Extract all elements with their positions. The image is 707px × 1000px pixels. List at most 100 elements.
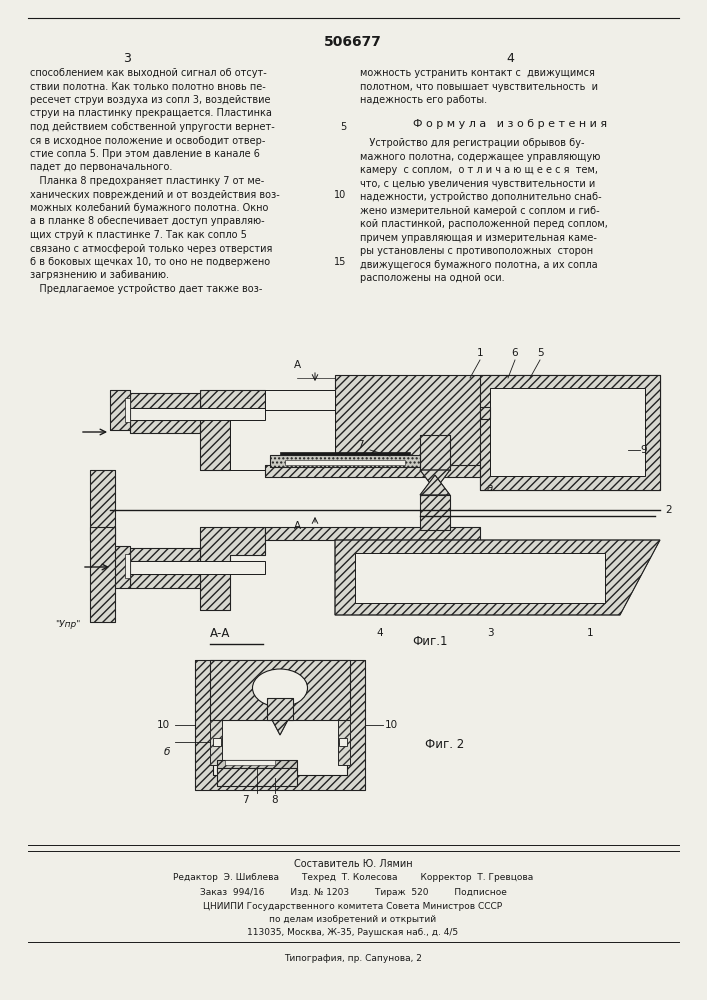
Bar [420,435,450,470]
Text: что, с целью увеличения чувствительности и: что, с целью увеличения чувствительности… [360,179,595,189]
Bar [480,407,490,419]
Text: стие сопла 5. При этом давление в канале 6: стие сопла 5. При этом давление в канале… [30,149,260,159]
Bar [210,660,350,720]
Text: 7: 7 [242,795,248,805]
Polygon shape [335,375,660,490]
Bar [338,715,350,765]
Text: 4: 4 [506,52,514,65]
Bar [230,410,335,470]
Text: А-А: А-А [210,627,230,640]
Bar [490,388,645,476]
Text: a: a [487,483,493,493]
Bar [280,452,410,455]
Text: камеру  с соплом,  о т л и ч а ю щ е е с я  тем,: камеру с соплом, о т л и ч а ю щ е е с я… [360,165,598,175]
Text: кой пластинкой, расположенной перед соплом,: кой пластинкой, расположенной перед сопл… [360,219,608,229]
Bar [355,553,605,603]
Text: б: б [163,747,170,757]
Polygon shape [200,390,265,470]
Bar [338,715,350,765]
Text: 2: 2 [665,505,672,515]
Text: A: A [293,360,300,370]
Text: Заказ  994/16         Изд. № 1203         Тираж  520         Подписное: Заказ 994/16 Изд. № 1203 Тираж 520 Подпи… [199,888,506,897]
Text: 1: 1 [587,628,593,638]
Bar [130,561,265,574]
Text: движущегося бумажного полотна, а их сопла: движущегося бумажного полотна, а их сопл… [360,260,597,270]
Bar [125,398,130,422]
Bar [285,460,405,465]
Bar [213,738,221,746]
Text: 15: 15 [334,257,346,267]
Text: полотном, что повышает чувствительность  и: полотном, что повышает чувствительность … [360,82,598,92]
Bar [130,548,200,561]
Text: ресечет струи воздуха из сопл 3, воздействие: ресечет струи воздуха из сопл 3, воздейс… [30,95,271,105]
Text: Типография, пр. Сапунова, 2: Типография, пр. Сапунова, 2 [284,954,422,963]
Bar [130,574,200,588]
Bar [217,768,297,786]
Bar [130,574,200,588]
Bar [265,465,480,477]
Bar [130,393,200,408]
Text: по делам изобретений и открытий: по делам изобретений и открытий [269,915,436,924]
Text: A: A [293,521,300,531]
Bar [210,660,350,720]
Text: способлением как выходной сигнал об отсут-: способлением как выходной сигнал об отсу… [30,68,267,78]
Bar [90,470,115,540]
Bar [217,760,297,772]
Text: 7: 7 [357,440,363,450]
Bar [110,390,130,430]
Text: Ф о р м у л а   и з о б р е т е н и я: Ф о р м у л а и з о б р е т е н и я [413,119,607,129]
Text: "Упр": "Упр" [55,620,81,629]
Bar [90,527,115,622]
Text: Фиг. 2: Фиг. 2 [425,738,464,752]
Text: падет до первоначального.: падет до первоначального. [30,162,173,172]
Polygon shape [420,470,450,490]
Bar [210,715,222,765]
Text: Редактор  Э. Шиблева        Техред  Т. Колесова        Корректор  Т. Гревцова: Редактор Э. Шиблева Техред Т. Колесова К… [173,873,533,882]
Text: ствии полотна. Как только полотно вновь пе-: ствии полотна. Как только полотно вновь … [30,82,266,92]
Text: 5: 5 [340,122,346,132]
Text: 10: 10 [385,720,398,730]
Text: мажного полотна, содержащее управляющую: мажного полотна, содержащее управляющую [360,152,600,162]
Bar [130,408,265,420]
Polygon shape [271,718,289,735]
Polygon shape [335,540,660,615]
Bar [267,698,293,720]
Bar [195,660,365,790]
Text: б в боковых щечках 10, то оно не подвержено: б в боковых щечках 10, то оно не подверж… [30,257,270,267]
Bar [217,768,297,786]
Bar [339,738,347,746]
Bar [110,546,130,588]
Text: можность устранить контакт с  движущимся: можность устранить контакт с движущимся [360,68,595,78]
Bar [270,455,420,467]
Text: 10: 10 [157,720,170,730]
Text: под действием собственной упругости вернет-: под действием собственной упругости верн… [30,122,275,132]
Bar [420,495,450,530]
Text: ханических повреждений и от воздействия воз-: ханических повреждений и от воздействия … [30,190,280,200]
Ellipse shape [252,669,308,707]
Text: расположены на одной оси.: расположены на одной оси. [360,273,505,283]
Bar [130,393,200,408]
Text: 3: 3 [486,628,493,638]
Text: Составитель Ю. Лямин: Составитель Ю. Лямин [293,859,412,869]
Text: Планка 8 предохраняет пластинку 7 от ме-: Планка 8 предохраняет пластинку 7 от ме- [30,176,264,186]
Bar [480,407,490,419]
Bar [265,527,480,540]
Text: 113035, Москва, Ж-35, Раушская наб., д. 4/5: 113035, Москва, Ж-35, Раушская наб., д. … [247,928,459,937]
Bar [265,465,480,477]
Polygon shape [480,375,660,490]
Bar [265,390,335,470]
Text: 8: 8 [271,795,279,805]
Text: 6: 6 [512,348,518,358]
Bar [265,527,480,540]
Polygon shape [420,475,450,495]
Text: Предлагаемое устройство дает также воз-: Предлагаемое устройство дает также воз- [30,284,262,294]
Bar [195,660,365,790]
Bar [267,698,293,720]
Bar [217,760,297,772]
Text: 4: 4 [377,628,383,638]
Bar [213,715,347,775]
Bar [420,435,450,470]
Text: надежность его работы.: надежность его работы. [360,95,487,105]
Bar [130,420,200,433]
Text: загрязнению и забиванию.: загрязнению и забиванию. [30,270,169,280]
